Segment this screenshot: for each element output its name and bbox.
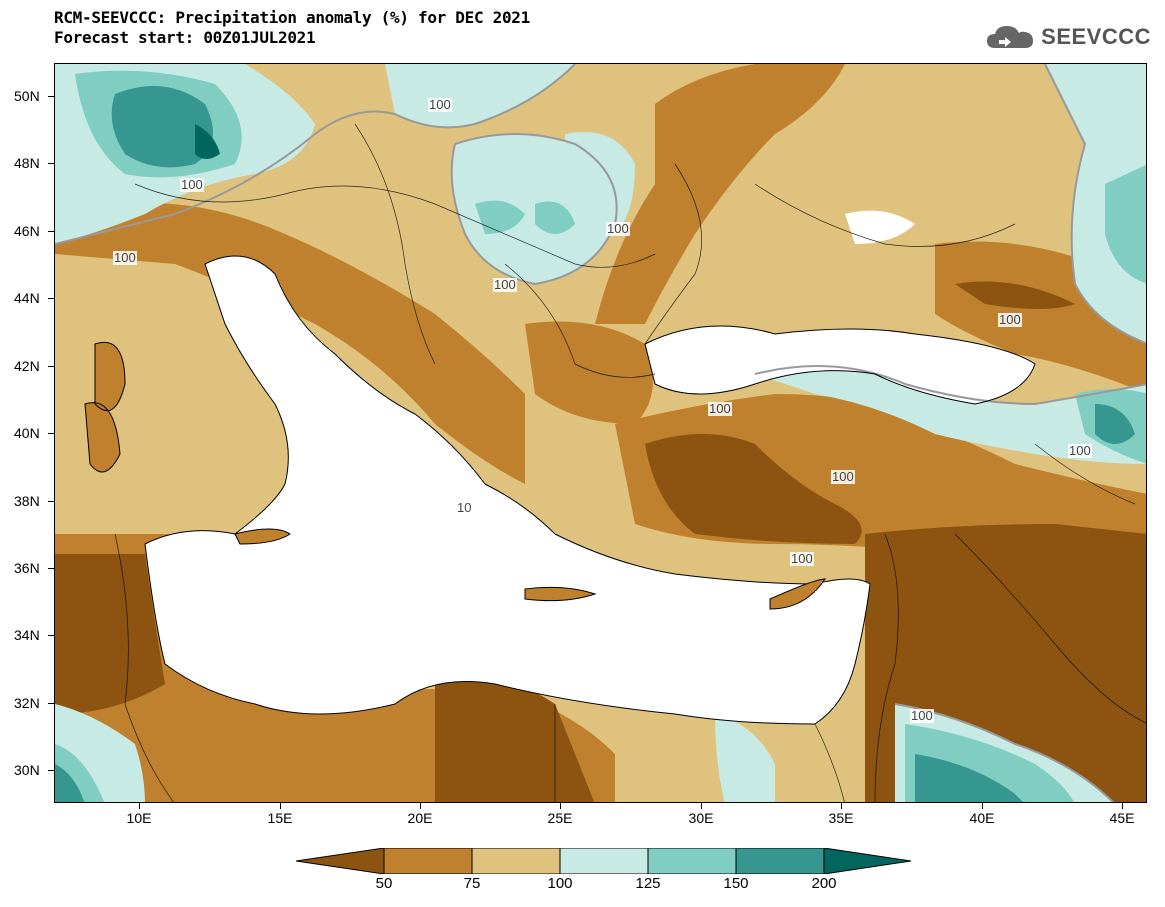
x-tick-label: 15E [267, 810, 293, 826]
y-tickmark [48, 96, 54, 97]
contour-label: 100 [493, 277, 517, 292]
y-tickmark [48, 770, 54, 771]
y-tickmark [48, 298, 54, 299]
colorbar [296, 848, 912, 874]
x-tick-label: 40E [969, 810, 995, 826]
y-tick-label: 32N [14, 695, 40, 711]
x-tick-label: 35E [828, 810, 854, 826]
x-tickmark [560, 803, 561, 809]
contour-label: 10 [456, 500, 473, 515]
y-tick-label: 38N [14, 493, 40, 509]
contour-label: 100 [998, 312, 1022, 327]
chart-title: RCM-SEEVCCC: Precipitation anomaly (%) f… [54, 8, 530, 48]
logo-text: SEEVCCC [1041, 24, 1151, 49]
colorbar-segment-lowest [296, 848, 385, 874]
x-tick-label: 30E [688, 810, 714, 826]
x-tick-label: 10E [126, 810, 152, 826]
colorbar-label: 150 [723, 875, 749, 892]
x-tickmark [701, 803, 702, 809]
y-tickmark [48, 163, 54, 164]
contour-label: 100 [428, 97, 452, 112]
y-tick-label: 48N [14, 155, 40, 171]
contour-label: 100 [790, 551, 814, 566]
colorbar-label: 75 [463, 875, 481, 892]
colorbar-segment [647, 848, 737, 874]
x-tickmark [139, 803, 140, 809]
title-line-1: RCM-SEEVCCC: Precipitation anomaly (%) f… [54, 8, 530, 27]
contour-label: 100 [113, 250, 137, 265]
contour-label: 100 [831, 469, 855, 484]
y-tick-label: 50N [14, 88, 40, 104]
y-tick-label: 44N [14, 290, 40, 306]
contour-label: 100 [606, 221, 630, 236]
y-tick-label: 42N [14, 358, 40, 374]
colorbar-segment [383, 848, 473, 874]
contour-label: 100 [1068, 443, 1092, 458]
contour-label: 100 [708, 401, 732, 416]
colorbar-label: 200 [811, 875, 837, 892]
y-tickmark [48, 568, 54, 569]
colorbar-segment [471, 848, 561, 874]
contour-label: 100 [910, 708, 934, 723]
x-tick-label: 25E [547, 810, 573, 826]
y-tickmark [48, 635, 54, 636]
y-tickmark [48, 501, 54, 502]
y-tick-label: 40N [14, 425, 40, 441]
y-tick-label: 30N [14, 762, 40, 778]
y-tickmark [48, 433, 54, 434]
colorbar-label: 125 [635, 875, 661, 892]
y-tick-label: 46N [14, 223, 40, 239]
title-line-2: Forecast start: 00Z01JUL2021 [54, 28, 316, 47]
y-tickmark [48, 703, 54, 704]
seevccc-logo: SEEVCCC [985, 22, 1151, 52]
anomaly-field [55, 64, 1146, 802]
y-tick-label: 36N [14, 560, 40, 576]
map-panel [54, 63, 1147, 803]
x-tickmark [982, 803, 983, 809]
x-tick-label: 20E [407, 810, 433, 826]
colorbar-segment [559, 848, 649, 874]
colorbar-segment-highest [823, 848, 912, 874]
colorbar-label: 50 [375, 875, 393, 892]
y-tickmark [48, 366, 54, 367]
colorbar-label: 100 [547, 875, 573, 892]
x-tick-label: 45E [1109, 810, 1135, 826]
x-tickmark [280, 803, 281, 809]
contour-label: 100 [180, 177, 204, 192]
y-tickmark [48, 231, 54, 232]
y-tick-label: 34N [14, 627, 40, 643]
cloud-icon [987, 26, 1034, 48]
colorbar-segment [735, 848, 825, 874]
x-tickmark [420, 803, 421, 809]
x-tickmark [1122, 803, 1123, 809]
x-tickmark [841, 803, 842, 809]
